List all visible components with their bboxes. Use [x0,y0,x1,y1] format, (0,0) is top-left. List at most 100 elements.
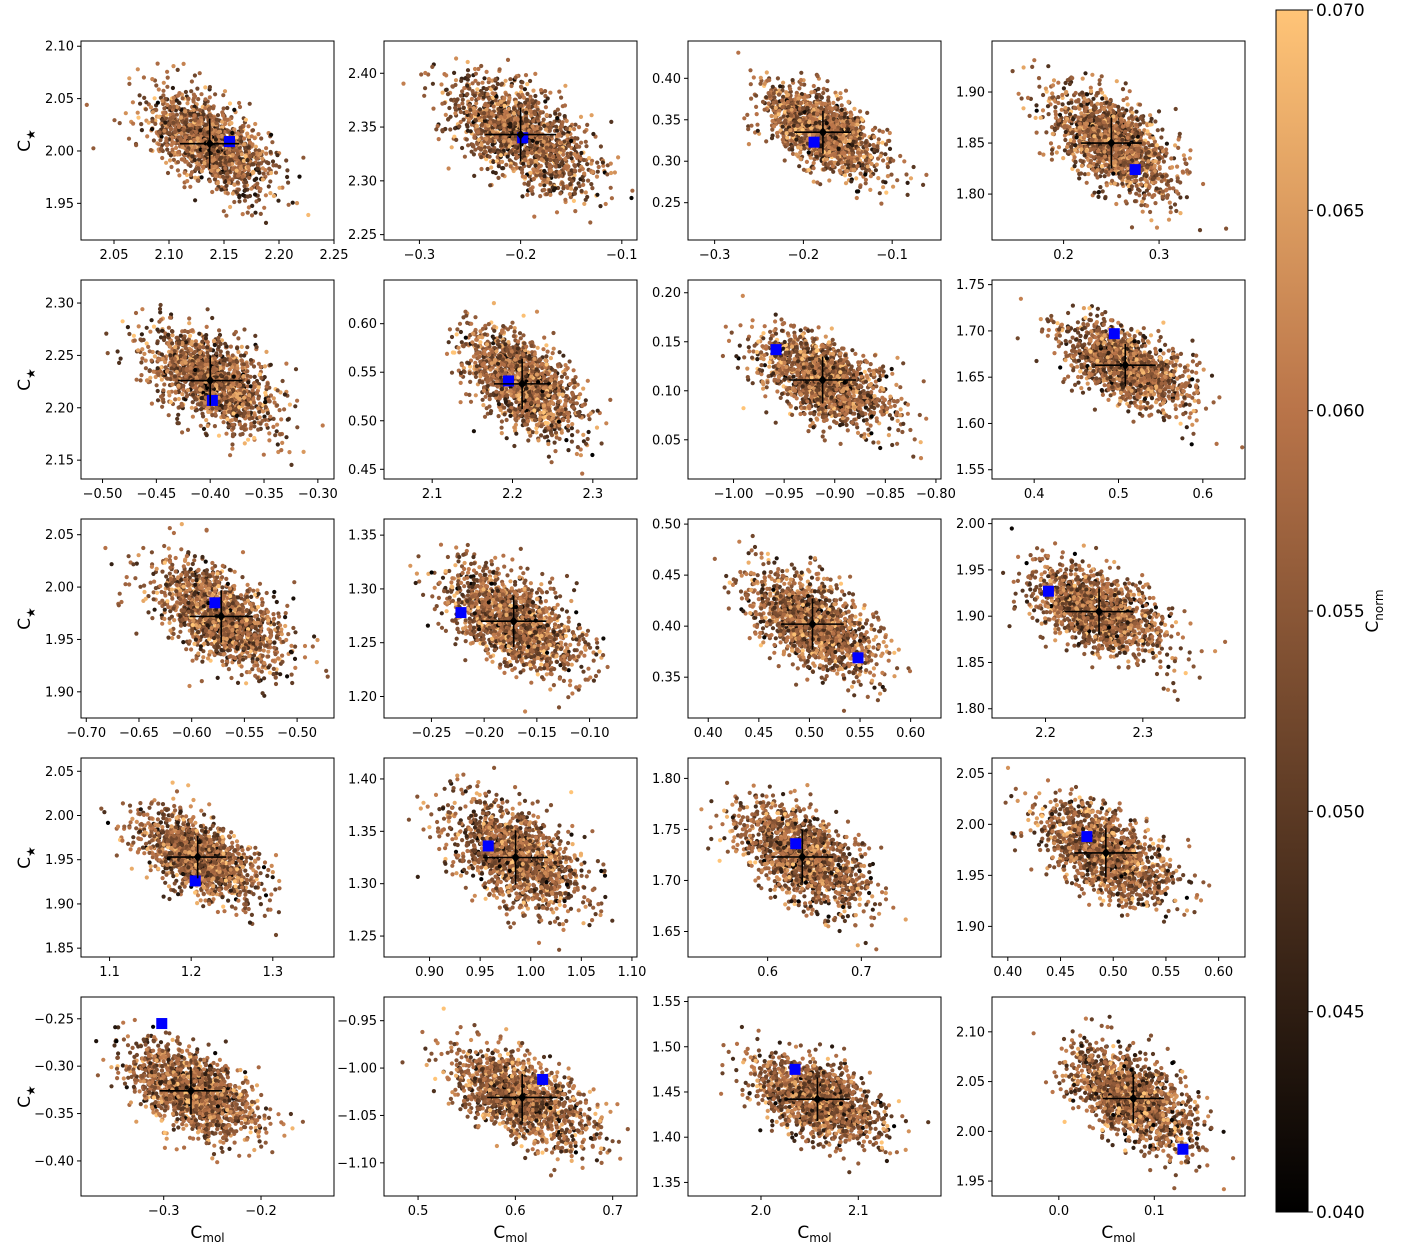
scatter-point [825,88,830,93]
scatter-point [495,81,500,87]
scatter-point [448,114,453,119]
scatter-point [807,133,812,138]
scatter-point [842,173,848,178]
scatter-point [484,136,489,142]
scatter-point [449,145,454,150]
scatter-point [209,168,214,173]
scatter-point [521,151,526,156]
scatter-point [112,118,117,123]
scatter-point [840,136,845,141]
scatter-point [867,158,872,163]
scatter-point [497,67,502,72]
scatter-point [775,76,781,81]
scatter-point [247,140,253,145]
scatter-point [138,101,143,106]
scatter-point [1096,194,1101,199]
scatter-point [819,105,824,111]
scatter-point [754,112,759,117]
scatter-point [561,186,566,191]
scatter-point [401,81,406,86]
scatter-point [541,139,546,144]
scatter-point [767,93,772,99]
y-tick-label: 0.40 [652,72,681,87]
scatter-point [849,160,854,165]
scatter-point [921,182,926,187]
scatter-point [191,92,196,97]
scatter-point [498,99,503,104]
scatter-point [790,144,795,149]
scatter-point [490,78,495,83]
y-tick-label: 2.00 [45,144,74,159]
scatter-point [473,147,478,152]
scatter-point [810,120,815,125]
scatter-point [255,185,261,190]
scatter-point [513,149,518,154]
scatter-point [832,144,837,149]
scatter-point [838,170,843,175]
scatter-point [492,119,497,124]
scatter-point [884,190,889,195]
scatter-point [237,104,243,110]
scatter-point [863,181,868,186]
scatter-point [500,166,505,171]
scatter-point [590,186,595,191]
x-tick-label: −0.2 [788,248,820,263]
scatter-point [264,160,269,165]
scatter-point [780,124,785,129]
scatter-point [468,107,473,112]
scatter-point [883,152,888,157]
scatter-point [467,86,472,91]
scatter-point [905,180,910,185]
scatter-point [850,126,856,131]
scatter-point [439,82,444,87]
scatter-point [880,140,885,145]
scatter-point [572,146,577,152]
scatter-point [845,159,851,164]
scatter-point [249,134,254,139]
scatter-point [872,134,877,140]
scatter-point [814,151,819,156]
scatter-point [423,70,428,76]
scatter-point [531,118,536,124]
scatter-point [815,108,820,113]
scatter-point [175,168,180,173]
scatter-point [1077,176,1082,181]
scatter-point [838,91,843,96]
scatter-point [460,97,465,102]
scatter-point [528,108,533,113]
scatter-point [158,95,163,100]
scatter-point [1124,96,1129,101]
scatter-point [1036,76,1042,81]
scatter-point [446,166,451,171]
scatter-point [502,103,507,108]
scatter-point [504,142,509,148]
scatter-point [508,164,513,169]
scatter-point [440,90,445,95]
scatter-point [471,144,476,149]
scatter-point [487,154,492,159]
scatter-point [550,122,555,127]
scatter-point [227,101,233,106]
scatter-point [225,171,230,176]
scatter-point [749,123,754,128]
scatter-point [547,188,553,193]
scatter-point [536,100,541,105]
scatter-point [789,131,794,136]
scatter-point [175,160,181,165]
scatter-point [824,109,829,114]
scatter-point [196,119,201,124]
scatter-point [537,173,543,178]
scatter-point [486,127,491,132]
scatter-point [261,171,266,176]
scatter-point [148,148,153,153]
scatter-point [827,149,832,155]
scatter-point [834,93,839,98]
scatter-point [577,184,582,189]
scatter-point [522,181,527,186]
scatter-point [839,107,844,112]
scatter-point [203,85,208,90]
scatter-point [782,109,788,114]
scatter-point [168,105,173,110]
scatter-point [456,103,461,108]
scatter-point [1056,95,1061,100]
